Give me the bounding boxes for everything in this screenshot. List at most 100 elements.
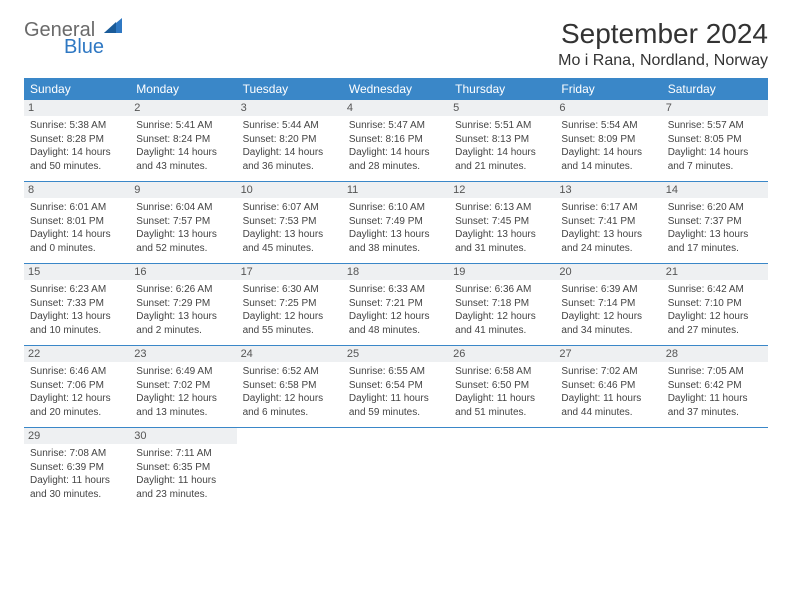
daylight-line: Daylight: 13 hours and 2 minutes. <box>136 310 230 337</box>
title-block: September 2024 Mo i Rana, Nordland, Norw… <box>558 18 768 70</box>
day-cell: 30Sunrise: 7:11 AMSunset: 6:35 PMDayligh… <box>130 428 236 509</box>
sunrise-line: Sunrise: 6:07 AM <box>243 201 337 215</box>
sunrise-line: Sunrise: 6:04 AM <box>136 201 230 215</box>
sunset-line: Sunset: 6:50 PM <box>455 379 549 393</box>
sunset-line: Sunset: 6:58 PM <box>243 379 337 393</box>
day-number: 13 <box>555 182 661 198</box>
day-number: 26 <box>449 346 555 362</box>
weekday-label: Thursday <box>449 78 555 100</box>
sunrise-line: Sunrise: 6:17 AM <box>561 201 655 215</box>
sunset-line: Sunset: 6:46 PM <box>561 379 655 393</box>
daylight-line: Daylight: 11 hours and 30 minutes. <box>30 474 124 501</box>
daylight-line: Daylight: 13 hours and 31 minutes. <box>455 228 549 255</box>
header-row: General Blue September 2024 Mo i Rana, N… <box>24 18 768 70</box>
day-cell: 17Sunrise: 6:30 AMSunset: 7:25 PMDayligh… <box>237 264 343 345</box>
day-cell: 10Sunrise: 6:07 AMSunset: 7:53 PMDayligh… <box>237 182 343 263</box>
day-cell: 5Sunrise: 5:51 AMSunset: 8:13 PMDaylight… <box>449 100 555 181</box>
sunset-line: Sunset: 7:21 PM <box>349 297 443 311</box>
daylight-line: Daylight: 14 hours and 43 minutes. <box>136 146 230 173</box>
day-number: 1 <box>24 100 130 116</box>
sunrise-line: Sunrise: 6:10 AM <box>349 201 443 215</box>
day-cell: 7 Sunrise: 5:57 AMSunset: 8:05 PMDaylight… <box>662 100 768 181</box>
day-number: 6 <box>555 100 661 116</box>
day-cell: 24Sunrise: 6:52 AMSunset: 6:58 PMDayligh… <box>237 346 343 427</box>
week-row: 29Sunrise: 7:08 AMSunset: 6:39 PMDayligh… <box>24 428 768 509</box>
daylight-line: Daylight: 14 hours and 50 minutes. <box>30 146 124 173</box>
sunrise-line: Sunrise: 6:13 AM <box>455 201 549 215</box>
day-number: 9 <box>130 182 236 198</box>
sunset-line: Sunset: 7:25 PM <box>243 297 337 311</box>
week-row: 22Sunrise: 6:46 AMSunset: 7:06 PMDayligh… <box>24 346 768 428</box>
weekday-label: Wednesday <box>343 78 449 100</box>
day-cell: 11Sunrise: 6:10 AMSunset: 7:49 PMDayligh… <box>343 182 449 263</box>
daylight-line: Daylight: 14 hours and 7 minutes. <box>668 146 762 173</box>
empty-cell <box>343 428 449 509</box>
empty-cell <box>449 428 555 509</box>
daylight-line: Daylight: 11 hours and 44 minutes. <box>561 392 655 419</box>
page-title: September 2024 <box>558 18 768 50</box>
sunset-line: Sunset: 7:10 PM <box>668 297 762 311</box>
daylight-line: Daylight: 11 hours and 59 minutes. <box>349 392 443 419</box>
day-cell: 26Sunrise: 6:58 AMSunset: 6:50 PMDayligh… <box>449 346 555 427</box>
daylight-line: Daylight: 12 hours and 13 minutes. <box>136 392 230 419</box>
sunrise-line: Sunrise: 5:57 AM <box>668 119 762 133</box>
sunrise-line: Sunrise: 5:54 AM <box>561 119 655 133</box>
day-cell: 9Sunrise: 6:04 AMSunset: 7:57 PMDaylight… <box>130 182 236 263</box>
weekday-label: Monday <box>130 78 236 100</box>
sunset-line: Sunset: 8:01 PM <box>30 215 124 229</box>
week-row: 8Sunrise: 6:01 AMSunset: 8:01 PMDaylight… <box>24 182 768 264</box>
day-cell: 1Sunrise: 5:38 AMSunset: 8:28 PMDaylight… <box>24 100 130 181</box>
sunrise-line: Sunrise: 6:26 AM <box>136 283 230 297</box>
day-cell: 3Sunrise: 5:44 AMSunset: 8:20 PMDaylight… <box>237 100 343 181</box>
day-cell: 22Sunrise: 6:46 AMSunset: 7:06 PMDayligh… <box>24 346 130 427</box>
sunrise-line: Sunrise: 6:39 AM <box>561 283 655 297</box>
day-number: 3 <box>237 100 343 116</box>
sunset-line: Sunset: 7:14 PM <box>561 297 655 311</box>
sunrise-line: Sunrise: 6:33 AM <box>349 283 443 297</box>
daylight-line: Daylight: 13 hours and 45 minutes. <box>243 228 337 255</box>
daylight-line: Daylight: 12 hours and 34 minutes. <box>561 310 655 337</box>
day-number: 7 <box>662 100 768 116</box>
daylight-line: Daylight: 14 hours and 0 minutes. <box>30 228 124 255</box>
day-cell: 27Sunrise: 7:02 AMSunset: 6:46 PMDayligh… <box>555 346 661 427</box>
sunset-line: Sunset: 8:05 PM <box>668 133 762 147</box>
day-number: 2 <box>130 100 236 116</box>
daylight-line: Daylight: 12 hours and 41 minutes. <box>455 310 549 337</box>
day-cell: 6Sunrise: 5:54 AMSunset: 8:09 PMDaylight… <box>555 100 661 181</box>
weekday-header: SundayMondayTuesdayWednesdayThursdayFrid… <box>24 78 768 100</box>
day-number: 15 <box>24 264 130 280</box>
day-cell: 18Sunrise: 6:33 AMSunset: 7:21 PMDayligh… <box>343 264 449 345</box>
sunset-line: Sunset: 6:42 PM <box>668 379 762 393</box>
day-number: 14 <box>662 182 768 198</box>
weekday-label: Saturday <box>662 78 768 100</box>
sunrise-line: Sunrise: 6:30 AM <box>243 283 337 297</box>
sunset-line: Sunset: 7:53 PM <box>243 215 337 229</box>
sunset-line: Sunset: 8:20 PM <box>243 133 337 147</box>
sunrise-line: Sunrise: 6:52 AM <box>243 365 337 379</box>
day-number: 28 <box>662 346 768 362</box>
day-cell: 15Sunrise: 6:23 AMSunset: 7:33 PMDayligh… <box>24 264 130 345</box>
daylight-line: Daylight: 13 hours and 10 minutes. <box>30 310 124 337</box>
sunrise-line: Sunrise: 6:46 AM <box>30 365 124 379</box>
sunset-line: Sunset: 7:37 PM <box>668 215 762 229</box>
day-cell: 2Sunrise: 5:41 AMSunset: 8:24 PMDaylight… <box>130 100 236 181</box>
day-number: 16 <box>130 264 236 280</box>
daylight-line: Daylight: 14 hours and 28 minutes. <box>349 146 443 173</box>
empty-cell <box>662 428 768 509</box>
day-number: 11 <box>343 182 449 198</box>
day-number: 5 <box>449 100 555 116</box>
day-number: 18 <box>343 264 449 280</box>
sunrise-line: Sunrise: 6:01 AM <box>30 201 124 215</box>
day-cell: 23Sunrise: 6:49 AMSunset: 7:02 PMDayligh… <box>130 346 236 427</box>
sunset-line: Sunset: 7:29 PM <box>136 297 230 311</box>
daylight-line: Daylight: 12 hours and 6 minutes. <box>243 392 337 419</box>
sunset-line: Sunset: 7:02 PM <box>136 379 230 393</box>
day-number: 8 <box>24 182 130 198</box>
sunset-line: Sunset: 8:28 PM <box>30 133 124 147</box>
daylight-line: Daylight: 13 hours and 24 minutes. <box>561 228 655 255</box>
location-text: Mo i Rana, Nordland, Norway <box>558 52 768 70</box>
day-cell: 16 Sunrise: 6:26 AMSunset: 7:29 PMDayligh… <box>130 264 236 345</box>
day-cell: 14Sunrise: 6:20 AMSunset: 7:37 PMDayligh… <box>662 182 768 263</box>
sunrise-line: Sunrise: 5:44 AM <box>243 119 337 133</box>
weekday-label: Friday <box>555 78 661 100</box>
